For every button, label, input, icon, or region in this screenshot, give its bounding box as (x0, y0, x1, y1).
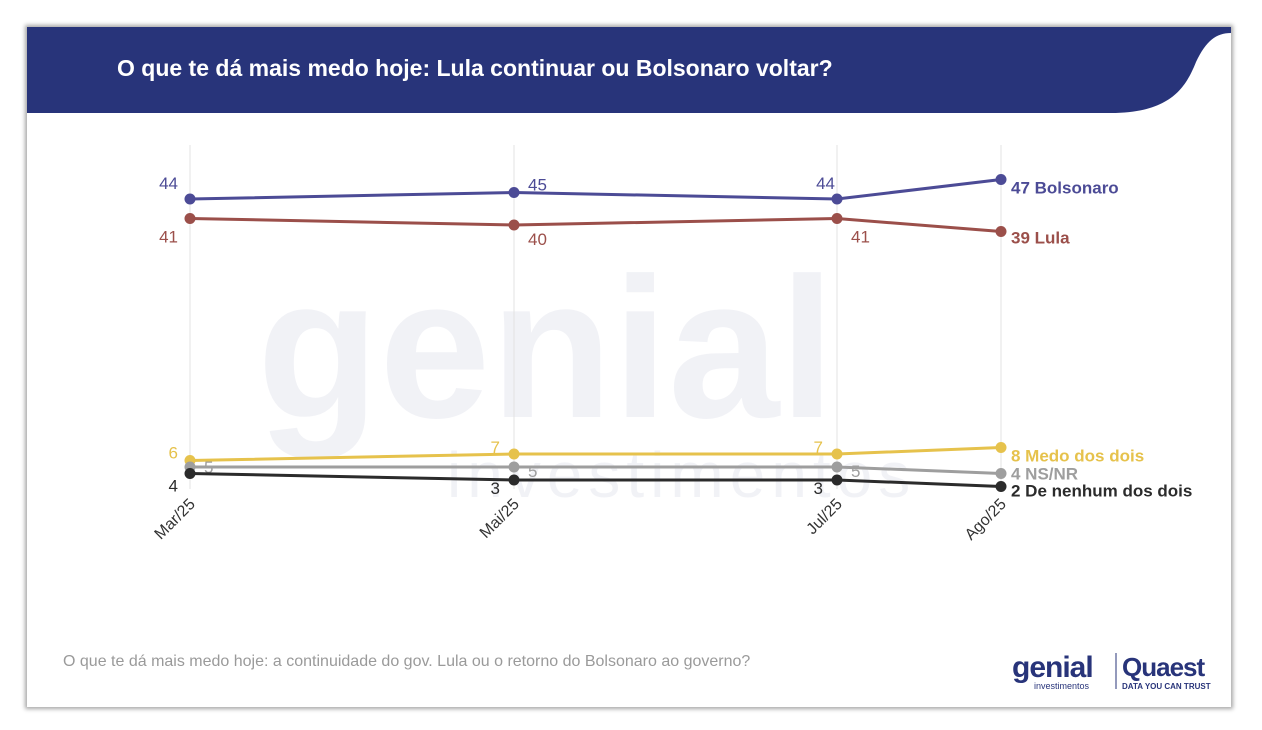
series-bolsonaro: 44 45 44 47 Bolsonaro (159, 174, 1119, 205)
data-point (831, 213, 843, 224)
question-footnote: O que te dá mais medo hoje: a continuida… (63, 653, 751, 670)
data-label: 5 (528, 462, 537, 481)
data-label: 45 (528, 176, 547, 195)
data-label: 5 (204, 458, 213, 477)
series-de-nenhum-dos-dois: 4 3 3 2 De nenhum dos dois (169, 468, 1192, 501)
series-line (189, 446, 1002, 462)
data-label: 44 (816, 174, 835, 193)
data-point (184, 193, 196, 205)
data-point (995, 442, 1007, 453)
series-line (189, 178, 1002, 201)
series-line (190, 465, 1002, 475)
series-ns-nr: 5 5 5 4 NS/NR (184, 458, 1078, 484)
data-point (184, 213, 196, 224)
data-label: 7 (491, 438, 500, 457)
banner-corner-curve (1111, 27, 1231, 113)
data-label: 4 (169, 477, 178, 496)
line-chart: genial investimentos 44 45 44 47 Bolsonaro4… (152, 145, 1192, 544)
data-point (995, 174, 1007, 185)
data-point (831, 474, 843, 486)
end-label: 8 Medo dos dois (1011, 447, 1144, 466)
data-point (831, 193, 843, 205)
series-medo-dos-dois: 6 7 7 8 Medo dos dois (169, 438, 1144, 466)
data-point (508, 474, 520, 486)
genial-logo-sub: investimentos (1034, 681, 1090, 691)
data-label: 3 (491, 479, 500, 498)
series-lula: 41 40 41 39 Lula (159, 213, 1070, 249)
title-banner: O que te dá mais medo hoje: Lula continu… (27, 27, 1231, 113)
end-label: 47 Bolsonaro (1011, 179, 1119, 198)
data-label: 41 (851, 228, 870, 247)
data-label: 44 (159, 174, 178, 193)
data-point (831, 448, 843, 460)
data-point (184, 468, 196, 479)
chart-card: O que te dá mais medo hoje: Lula continu… (27, 27, 1231, 707)
data-point (508, 219, 520, 231)
quaest-tagline: DATA YOU CAN TRUST (1122, 682, 1211, 691)
end-label: 2 De nenhum dos dois (1011, 482, 1192, 501)
data-point (995, 481, 1007, 492)
data-point (995, 226, 1007, 237)
brand-logos: genial investimentos Quaest DATA YOU CAN… (1012, 651, 1211, 691)
data-point (995, 468, 1007, 479)
series-line (189, 216, 1002, 233)
data-label: 40 (528, 230, 547, 249)
x-tick-label: Mar/25 (152, 496, 199, 543)
end-label: 39 Lula (1011, 229, 1070, 248)
data-label: 6 (169, 444, 178, 463)
end-label: 4 NS/NR (1011, 465, 1078, 484)
data-point (508, 461, 520, 473)
x-tick-label: Ago/25 (962, 496, 1010, 544)
watermark-text: genial (257, 237, 835, 460)
series-line (189, 472, 1002, 488)
data-point (508, 187, 520, 198)
data-label: 5 (851, 462, 860, 481)
genial-logo: genial (1012, 651, 1093, 684)
chart-title: O que te dá mais medo hoje: Lula continu… (117, 55, 833, 81)
data-label: 41 (159, 228, 178, 247)
data-point (831, 461, 843, 473)
data-label: 7 (814, 438, 823, 457)
data-point (508, 448, 520, 460)
quaest-logo: Quaest (1122, 652, 1205, 682)
data-label: 3 (814, 479, 823, 498)
watermark-logo: genial investimentos (257, 237, 910, 511)
